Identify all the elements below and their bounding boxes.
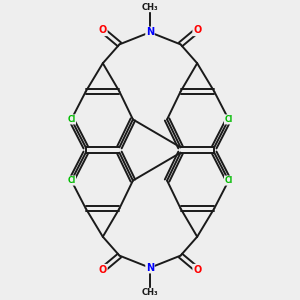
Text: N: N [146, 27, 154, 37]
Text: O: O [193, 26, 201, 35]
Text: N: N [146, 263, 154, 273]
Text: O: O [99, 26, 107, 35]
Text: CH₃: CH₃ [142, 288, 158, 297]
Text: Cl: Cl [67, 115, 76, 124]
Text: Cl: Cl [224, 176, 233, 185]
Text: Cl: Cl [224, 115, 233, 124]
Text: CH₃: CH₃ [142, 3, 158, 12]
Text: Cl: Cl [67, 176, 76, 185]
Text: O: O [193, 265, 201, 275]
Text: O: O [99, 265, 107, 275]
